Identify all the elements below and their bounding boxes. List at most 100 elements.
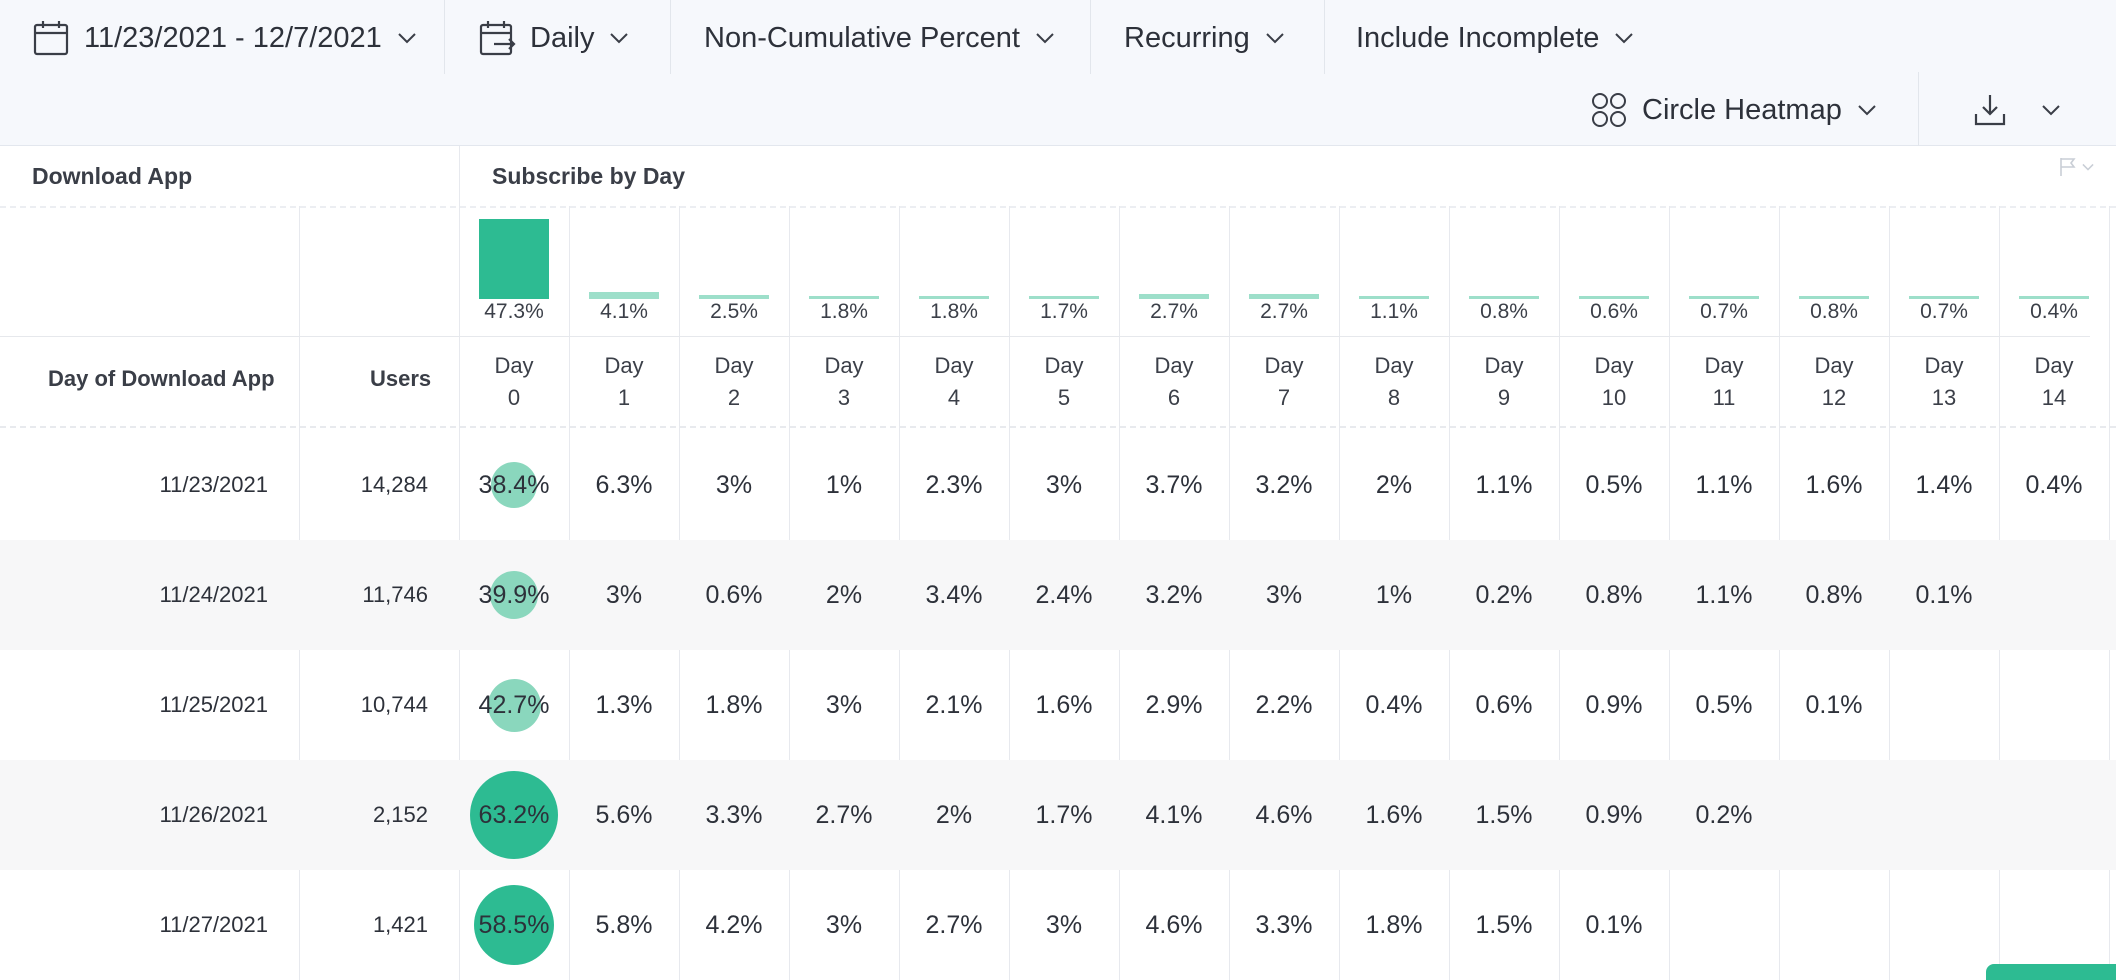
retention-cell[interactable]: 0.4% [1999,430,2109,540]
retention-cell[interactable]: 1% [1339,540,1449,650]
retention-cell[interactable]: 3% [1009,430,1119,540]
retention-cell[interactable]: 1.5% [1449,760,1559,870]
retention-cell[interactable]: 0.9% [1559,650,1669,760]
summary-bar[interactable] [1359,296,1429,299]
retention-cell[interactable]: 0.8% [1779,540,1889,650]
summary-bar[interactable] [1249,294,1319,299]
retention-cell[interactable]: 3.2% [1119,540,1229,650]
day-column-header[interactable]: Day 13 [1924,353,1964,410]
retention-cell[interactable]: 0.2% [1449,540,1559,650]
retention-cell[interactable]: 3% [789,870,899,980]
day-column-header[interactable]: Day 4 [934,353,974,410]
summary-bar[interactable] [589,292,659,299]
retention-cell[interactable]: 1.6% [1779,430,1889,540]
retention-cell[interactable] [1889,650,1999,760]
summary-bar[interactable] [1799,296,1869,299]
retention-cell[interactable]: 3.3% [679,760,789,870]
summary-bar[interactable] [1139,294,1209,299]
day-column-header[interactable]: Day 3 [824,353,864,410]
retention-cell[interactable]: 0.9% [1559,760,1669,870]
measure-dropdown[interactable]: Non-Cumulative Percent [704,0,1056,76]
retention-cell[interactable]: 3% [679,430,789,540]
day-column-header[interactable]: Day 8 [1374,353,1414,410]
summary-bar[interactable] [1029,296,1099,299]
day-column-header[interactable]: Day 7 [1264,353,1304,410]
day-column-header[interactable]: Day 5 [1044,353,1084,410]
day0-cell[interactable]: 42.7% [459,650,569,760]
table-row[interactable]: 11/23/2021 14,284 38.4% 6.3% 3% 1% 2.3% 3% 3.7% 3… [0,430,2116,540]
retention-cell[interactable]: 0.4% [1339,650,1449,760]
retention-cell[interactable]: 0.5% [1669,650,1779,760]
retention-cell[interactable]: 1.4% [1889,430,1999,540]
retention-cell[interactable]: 3.4% [899,540,1009,650]
retention-cell[interactable]: 2.7% [789,760,899,870]
retention-cell[interactable]: 6.3% [569,430,679,540]
retention-cell[interactable]: 2.3% [899,430,1009,540]
retention-cell[interactable]: 0.6% [679,540,789,650]
retention-cell[interactable]: 0.1% [1889,540,1999,650]
retention-cell[interactable]: 0.1% [1559,870,1669,980]
date-column-header[interactable]: Day of Download App [48,366,275,391]
retention-cell[interactable]: 3% [1229,540,1339,650]
retention-cell[interactable]: 0.6% [1449,650,1559,760]
retention-cell[interactable]: 5.6% [569,760,679,870]
retention-cell[interactable]: 1.1% [1449,430,1559,540]
summary-bar[interactable] [1469,296,1539,299]
incomplete-dropdown[interactable]: Include Incomplete [1356,0,1635,76]
retention-cell[interactable]: 2.9% [1119,650,1229,760]
day-column-header[interactable]: Day 12 [1814,353,1854,410]
retention-cell[interactable]: 0.8% [1559,540,1669,650]
retention-cell[interactable]: 0.1% [1779,650,1889,760]
retention-cell[interactable]: 2.7% [899,870,1009,980]
day-column-header[interactable]: Day 0 [494,353,534,410]
table-row[interactable]: 11/27/2021 1,421 58.5% 5.8% 4.2% 3% 2.7% 3% 4.6%… [0,870,2116,980]
summary-bar[interactable] [479,219,549,299]
retention-cell[interactable]: 1.6% [1009,650,1119,760]
retention-cell[interactable]: 5.8% [569,870,679,980]
retention-cell[interactable]: 2% [789,540,899,650]
retention-cell[interactable]: 4.6% [1229,760,1339,870]
day-column-header[interactable]: Day 6 [1154,353,1194,410]
summary-bar[interactable] [809,296,879,299]
help-tab[interactable] [1986,964,2116,980]
visualization-dropdown[interactable]: Circle Heatmap [1590,72,1878,148]
summary-bar[interactable] [1579,296,1649,299]
retention-cell[interactable]: 4.1% [1119,760,1229,870]
retention-cell[interactable]: 3.7% [1119,430,1229,540]
retention-cell[interactable]: 3% [569,540,679,650]
summary-bar[interactable] [1689,296,1759,299]
retention-cell[interactable]: 3% [789,650,899,760]
day0-cell[interactable]: 38.4% [459,430,569,540]
summary-bar[interactable] [2019,296,2089,299]
retention-cell[interactable]: 1.3% [569,650,679,760]
mode-dropdown[interactable]: Recurring [1124,0,1286,76]
table-row[interactable]: 11/26/2021 2,152 63.2% 5.6% 3.3% 2.7% 2% 1.7% 4.… [0,760,2116,870]
day-column-header[interactable]: Day 2 [714,353,754,410]
summary-bar[interactable] [1909,296,1979,299]
retention-cell[interactable] [1669,870,1779,980]
retention-cell[interactable]: 1.6% [1339,760,1449,870]
retention-cell[interactable] [1889,870,1999,980]
retention-cell[interactable]: 1.5% [1449,870,1559,980]
day0-cell[interactable]: 58.5% [459,870,569,980]
retention-cell[interactable]: 1.8% [679,650,789,760]
retention-cell[interactable] [1779,870,1889,980]
day0-cell[interactable]: 39.9% [459,540,569,650]
retention-cell[interactable]: 0.2% [1669,760,1779,870]
retention-cell[interactable]: 4.2% [679,870,789,980]
day-column-header[interactable]: Day 14 [2034,353,2074,410]
retention-cell[interactable]: 3% [1009,870,1119,980]
users-column-header[interactable]: Users [370,366,432,391]
retention-cell[interactable] [1999,760,2109,870]
interval-dropdown[interactable]: Daily [478,0,630,76]
retention-cell[interactable]: 4.6% [1119,870,1229,980]
day-column-header[interactable]: Day 10 [1594,353,1634,410]
day-column-header[interactable]: Day 9 [1484,353,1524,410]
retention-cell[interactable]: 1.7% [1009,760,1119,870]
retention-cell[interactable] [1889,760,1999,870]
retention-cell[interactable] [1999,650,2109,760]
retention-cell[interactable]: 1.1% [1669,540,1779,650]
retention-cell[interactable]: 3.3% [1229,870,1339,980]
flag-menu[interactable] [2046,150,2108,184]
retention-cell[interactable]: 1.8% [1339,870,1449,980]
